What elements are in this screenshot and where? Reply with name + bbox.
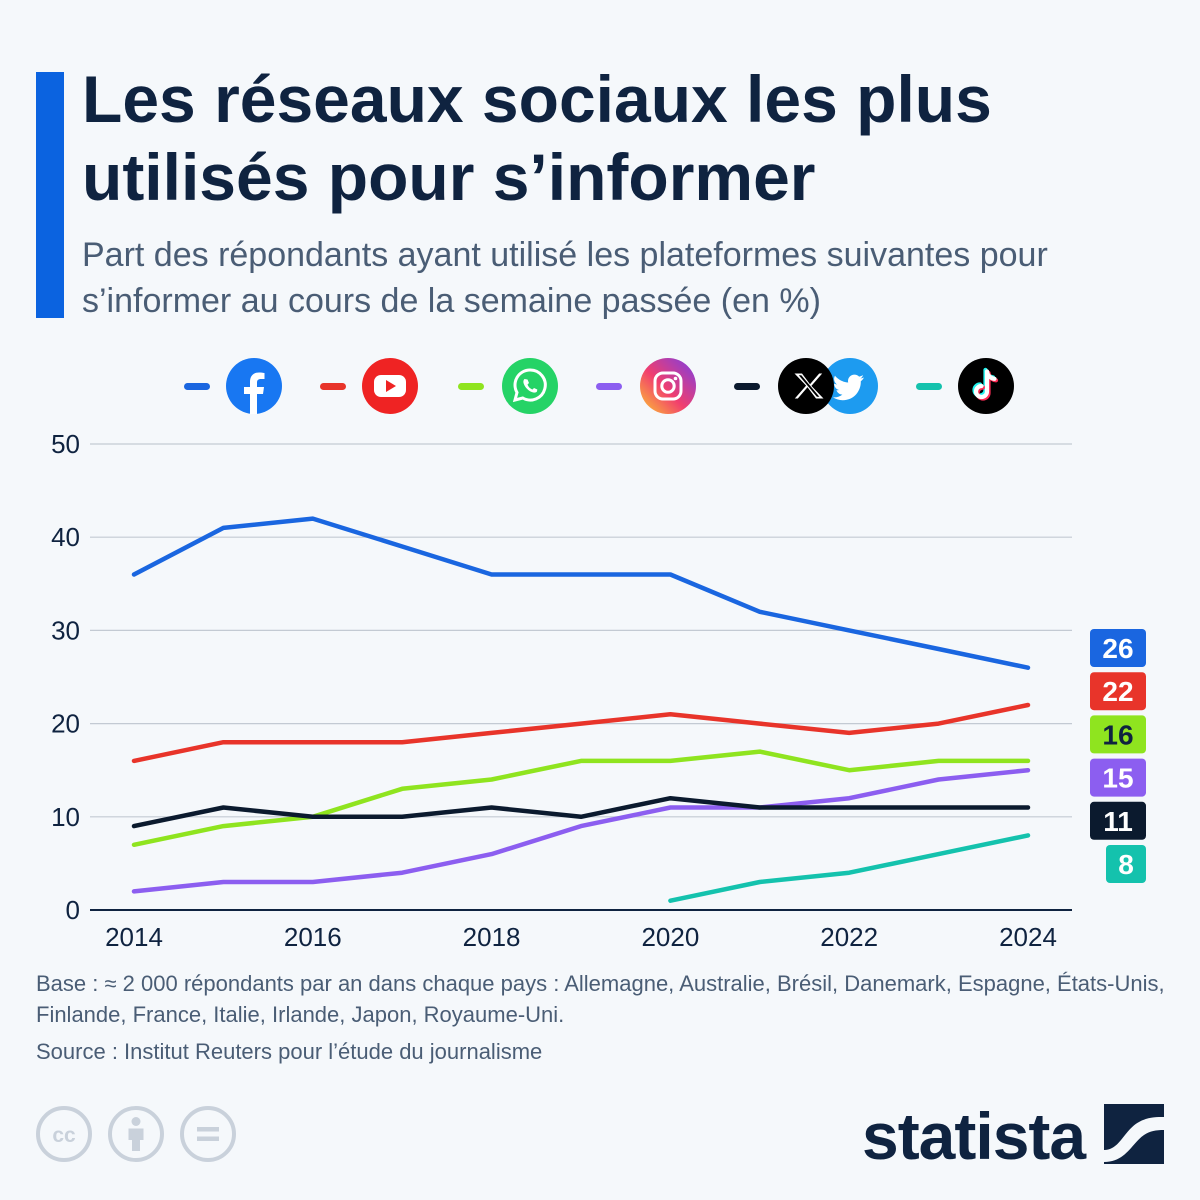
legend-line-facebook [184,383,210,390]
cc-icon[interactable]: cc [36,1106,92,1162]
y-tick-label: 20 [51,709,80,739]
x-axis-ticks: 2014 2016 2018 2020 2022 2024 [105,922,1057,952]
instagram-icon [640,358,696,414]
end-label-x-twitter: 11 [1103,806,1133,837]
legend-line-whatsapp [458,383,484,390]
whatsapp-icon [502,358,558,414]
grid-lines [90,443,1072,911]
x-tick-label: 2020 [641,922,699,952]
end-label-bg-youtube [1090,672,1146,711]
x-tick-label: 2016 [284,922,342,952]
end-label-bg-instagram [1090,758,1146,797]
end-label-bg-tiktok [1106,845,1146,883]
y-tick-label: 10 [51,802,80,832]
end-label-bg-facebook [1090,629,1146,667]
youtube-icon [362,358,418,414]
facebook-icon [226,358,282,414]
series-line-facebook [131,516,1031,670]
series-lines [131,516,1031,903]
x-tick-label: 2022 [820,922,878,952]
x-twitter-icon [778,358,878,414]
legend-line-x-twitter [734,383,760,390]
y-tick-label: 40 [51,522,80,552]
series-line-x-twitter [131,795,1031,829]
end-label-instagram: 15 [1102,763,1133,794]
end-label-bg-whatsapp [1090,715,1146,754]
series-line-youtube [131,702,1031,764]
footnote-source: Source : Institut Reuters pour l’étude d… [36,1039,543,1064]
series-line-instagram [131,767,1031,894]
footnote-base: Base : ≈ 2 000 répondants par an dans ch… [36,971,1165,1027]
statista-logo-mark [1104,1104,1164,1164]
no-derivatives-icon[interactable] [180,1106,236,1162]
legend-line-tiktok [916,383,942,390]
y-tick-label: 50 [51,429,80,459]
end-label-youtube: 22 [1102,676,1133,707]
chart-title: Les réseaux sociaux les plus utilisés po… [82,62,992,214]
legend [0,352,1200,422]
chart-subtitle: Part des répondants ayant utilisé les pl… [82,236,1048,320]
series-line-whatsapp [131,749,1031,848]
legend-line-instagram [596,383,622,390]
legend-line-youtube [320,383,346,390]
x-tick-label: 2024 [999,922,1057,952]
attribution-icon[interactable] [108,1106,164,1162]
y-tick-label: 0 [66,895,80,925]
series-line-tiktok [668,833,1031,903]
statista-logo[interactable]: statista [862,1099,1086,1173]
end-labels: 26 22 16 15 11 8 [1090,629,1146,883]
end-label-bg-x-twitter [1090,801,1146,840]
svg-text:cc: cc [52,1124,76,1147]
tiktok-icon [958,358,1014,414]
end-label-whatsapp: 16 [1102,719,1133,750]
end-label-facebook: 26 [1102,633,1133,664]
x-tick-label: 2018 [463,922,521,952]
y-axis-ticks: 0 10 20 30 40 50 [51,429,80,925]
x-tick-label: 2014 [105,922,163,952]
title-accent-bar [36,72,64,318]
y-tick-label: 30 [51,615,80,645]
end-label-tiktok: 8 [1118,849,1134,880]
